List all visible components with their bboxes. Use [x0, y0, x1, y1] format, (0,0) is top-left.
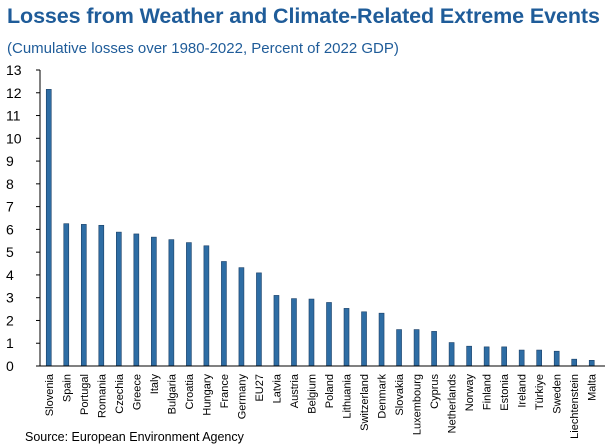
- bar-czechia: [116, 231, 122, 367]
- x-tick-label: Denmark: [377, 374, 389, 419]
- chart-title: Losses from Weather and Climate-Related …: [7, 4, 600, 28]
- y-tick-label: 12: [6, 85, 22, 101]
- bar-germany: [238, 267, 245, 367]
- bar-portugal: [80, 224, 87, 367]
- bar-greece: [133, 233, 140, 367]
- x-tick-label: Croatia: [184, 373, 196, 409]
- y-tick-label: 7: [6, 199, 14, 215]
- x-tick-label: Netherlands: [447, 374, 459, 434]
- x-tick-label: Romania: [96, 373, 108, 418]
- bar-italy: [151, 236, 157, 367]
- bar-belgium: [308, 298, 315, 367]
- x-tick-label: Norway: [464, 374, 476, 412]
- y-tick-label: 9: [6, 153, 14, 169]
- x-tick-label: Greece: [131, 374, 143, 410]
- x-tick-label: Sweden: [552, 374, 564, 414]
- chart-subtitle: (Cumulative losses over 1980-2022, Perce…: [7, 40, 399, 57]
- x-tick-label: Slovakia: [394, 373, 406, 415]
- bar-malta: [588, 360, 595, 367]
- x-tick-label: Austria: [289, 373, 301, 408]
- bar-eu27: [256, 272, 262, 367]
- x-tick-label: Luxembourg: [412, 374, 424, 435]
- y-tick-label: 13: [6, 62, 22, 78]
- x-tick-label: Italy: [149, 374, 161, 395]
- y-tick-label: 0: [6, 358, 14, 374]
- bar-poland: [326, 302, 332, 367]
- x-tick-label: Portugal: [79, 374, 91, 415]
- x-tick-label: Hungary: [201, 374, 213, 416]
- bar-france: [221, 261, 227, 367]
- x-tick-label: EU27: [254, 374, 266, 402]
- x-tick-label: Malta: [587, 373, 599, 401]
- x-tick-label: Poland: [324, 374, 336, 408]
- x-tick-label: Slovenia: [44, 373, 56, 416]
- bar-cyprus: [431, 331, 437, 367]
- x-tick-label: Türkiye: [534, 374, 546, 410]
- y-tick-label: 4: [6, 267, 14, 283]
- bar-slovenia: [45, 89, 52, 367]
- x-tick-label: Germany: [236, 374, 248, 420]
- bar-finland: [483, 346, 490, 367]
- bar-latvia: [273, 295, 280, 367]
- x-tick-label: Bulgaria: [166, 373, 178, 414]
- y-tick-label: 6: [6, 221, 14, 237]
- bar-t-rkiye: [536, 349, 542, 367]
- x-tick-label: Latvia: [271, 373, 283, 403]
- y-tick-label: 2: [6, 312, 14, 328]
- bar-austria: [291, 298, 297, 367]
- bar-switzerland: [361, 311, 367, 367]
- source-note: Source: European Environment Agency: [25, 430, 244, 444]
- bar-spain: [63, 223, 70, 367]
- y-tick-label: 10: [6, 130, 22, 146]
- y-tick-label: 1: [6, 335, 14, 351]
- x-tick-label: Switzerland: [359, 374, 371, 431]
- x-tick-label: Czechia: [114, 373, 126, 414]
- x-tick-label: Spain: [61, 374, 73, 402]
- x-tick-label: Finland: [482, 374, 494, 410]
- y-tick-label: 5: [6, 244, 14, 260]
- bar-estonia: [501, 346, 507, 367]
- bar-sweden: [553, 350, 560, 367]
- y-tick-label: 3: [6, 290, 14, 306]
- bar-lithuania: [343, 308, 350, 367]
- x-tick-label: Liechtenstein: [569, 374, 581, 439]
- x-tick-label: Cyprus: [429, 374, 441, 409]
- bar-denmark: [378, 312, 385, 367]
- y-tick-label: 8: [6, 176, 14, 192]
- bar-liechtenstein: [571, 358, 578, 367]
- bar-luxembourg: [413, 329, 420, 367]
- x-tick-label: Ireland: [517, 374, 529, 408]
- bar-netherlands: [448, 342, 455, 367]
- bar-romania: [98, 224, 105, 367]
- x-tick-label: Belgium: [306, 374, 318, 414]
- bar-ireland: [518, 349, 525, 367]
- bar-slovakia: [396, 329, 402, 367]
- x-tick-label: Lithuania: [342, 373, 354, 419]
- x-tick-label: France: [219, 374, 231, 408]
- bar-bulgaria: [168, 239, 175, 367]
- bar-norway: [466, 345, 472, 367]
- y-tick-label: 11: [6, 108, 21, 124]
- bar-hungary: [203, 245, 210, 367]
- bar-croatia: [186, 242, 192, 367]
- x-tick-label: Estonia: [499, 373, 511, 411]
